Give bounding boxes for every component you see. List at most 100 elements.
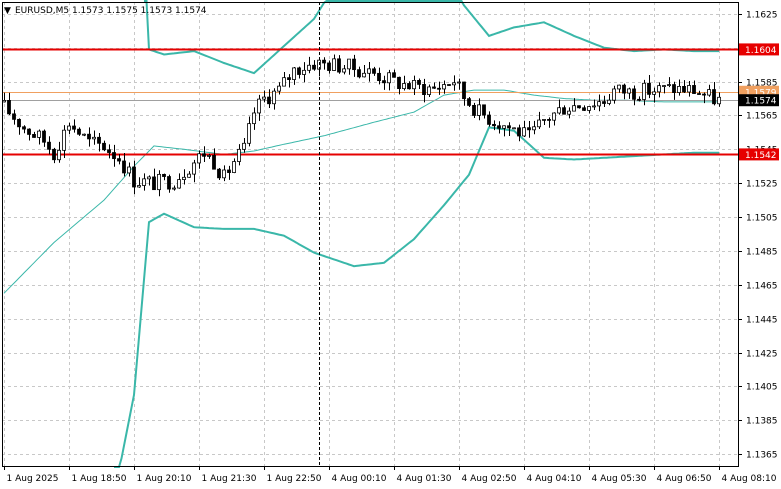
candle-bear [357,69,361,78]
candle-bear [322,59,326,64]
resistance-badge [739,43,779,56]
candle-bear [372,68,376,74]
time-tick-label: 4 Aug 05:30 [592,474,647,484]
candle-bear [622,84,626,94]
candle-bear [32,134,36,138]
time-tick-label: 1 Aug 20:10 [137,474,192,484]
candle-bear [112,152,116,160]
support-badge-label: 1.1542 [745,151,777,161]
price-tick-label: 1.1425 [746,350,778,360]
candle-bear [507,125,511,129]
candle-bull [717,96,721,105]
candle-bear [392,72,396,78]
candle-bear [52,148,56,161]
candle-bear [217,168,221,179]
candle-bull [62,129,66,151]
candle-bull [307,64,311,71]
candle-bear [647,82,651,95]
time-tick-label: 1 Aug 21:30 [202,474,257,484]
candle-bear [417,80,421,85]
candle-bear [492,123,496,127]
candle-bear [562,107,566,115]
time-tick-label: 4 Aug 02:50 [462,474,517,484]
candle-bull [332,58,336,71]
time-tick-label: 1 Aug 18:50 [72,474,127,484]
candle-bull [37,130,41,138]
candle-bull [522,127,526,137]
price-tick-label: 1.1625 [746,11,778,21]
price-tick-label: 1.1505 [746,214,778,224]
chart-title: EURUSD,M5 1.1573 1.1575 1.1573 1.1574 [15,6,207,16]
candle-bull [557,107,561,114]
candle-bull [272,90,276,105]
price-tick-label: 1.1565 [746,112,778,122]
price-tick-label: 1.1405 [746,383,778,393]
candle-bear [487,114,491,125]
candle-bull [92,136,96,140]
candle-bear [132,166,136,188]
candle-bull [292,67,296,80]
candle-bear [547,119,551,121]
candle-bear [582,107,586,111]
candle-bull [657,85,661,93]
plot-border [2,2,739,467]
candle-bear [287,77,291,80]
candle-bear [692,85,696,94]
candle-bull [677,86,681,93]
candle-bear [267,96,271,105]
candle-bear [472,104,476,116]
candle-bear [212,155,216,170]
candle-bear [47,141,51,150]
time-tick-label: 4 Aug 04:10 [527,474,582,484]
candle-bull [587,106,591,111]
candle-bull [592,105,596,108]
candle-bull [477,104,481,116]
candle-bear [337,58,341,73]
candle-bull [172,187,176,190]
candle-bear [87,133,91,140]
candle-bear [447,84,451,86]
candle-bear [382,80,386,84]
time-axis: 1 Aug 2025 1 Aug 18:50 1 Aug 20:10 1 Aug 21… [4,466,777,484]
candle-bull [542,119,546,121]
candle-bear [712,89,716,105]
candle-bear [152,176,156,191]
time-tick-label: 4 Aug 06:50 [657,474,712,484]
bollinger-lower-band [114,126,719,468]
current-price-badge [739,94,779,107]
candle-bear [467,98,471,106]
candle-bull [612,88,616,101]
candle-bull [157,173,161,191]
candle-bull [607,99,611,104]
candle-bear [702,93,706,96]
candle-bear [162,173,166,177]
candle-bull [402,83,406,90]
candle-bear [577,105,581,109]
candle-bull [367,68,371,74]
candle-bull [182,176,186,180]
price-tick-label: 1.1585 [746,79,778,89]
candle-bear [397,76,401,90]
candle-bull [252,112,256,125]
candle-bull [442,84,446,90]
candle-bear [102,142,106,151]
price-tick-label: 1.1525 [746,180,778,190]
candle-bull [262,96,266,100]
price-tick-label: 1.1365 [746,451,778,461]
candle-bull [387,72,391,84]
candle-bear [672,84,676,93]
candle-bull [627,88,631,94]
candle-bear [432,86,436,89]
candle-bull [237,148,241,162]
candle-bear [107,149,111,153]
candle-bull [257,98,261,114]
chart-header: ▼ EURUSD,M5 1.1573 1.1575 1.1573 1.1574 [4,6,207,16]
candle-bull [137,185,141,188]
dropdown-arrow-icon[interactable]: ▼ [4,6,11,16]
price-axis: 1.16251.16051.15851.15651.15451.15251.15… [738,11,779,461]
candlestick-series [2,54,721,197]
price-tick-label: 1.1385 [746,417,778,427]
candle-bear [7,100,11,115]
candle-bull [537,119,541,128]
